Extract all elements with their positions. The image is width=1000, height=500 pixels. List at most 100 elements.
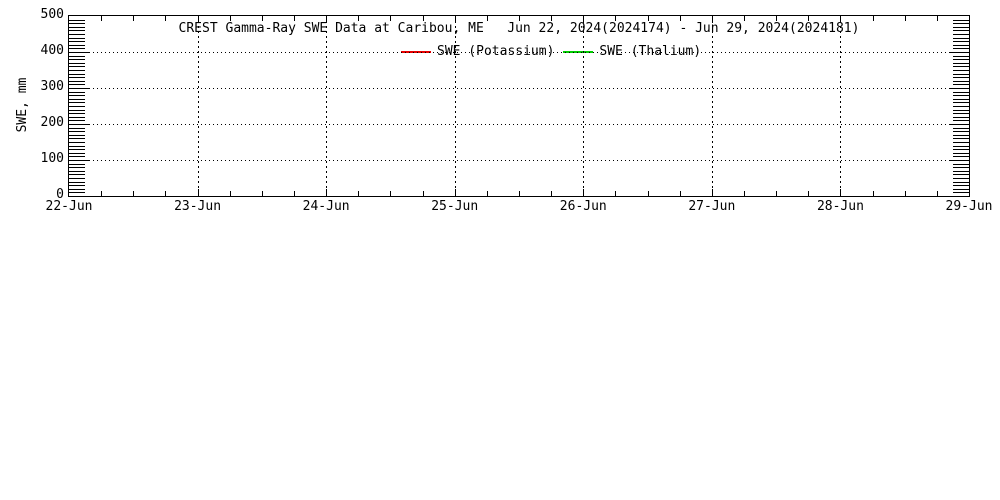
y-tick xyxy=(953,138,969,140)
y-tick xyxy=(69,98,85,100)
x-tick xyxy=(358,16,360,21)
y-tick xyxy=(953,62,969,64)
y-tick xyxy=(69,145,85,147)
y-tick xyxy=(953,178,969,179)
y-tick xyxy=(953,19,969,21)
y-tick xyxy=(69,30,85,32)
y-tick xyxy=(953,145,969,147)
x-tick xyxy=(519,191,520,196)
y-tick xyxy=(953,106,969,107)
x-gridline xyxy=(197,16,199,196)
y-tick xyxy=(69,109,85,111)
y-tick xyxy=(69,113,85,115)
y-gridline xyxy=(69,124,969,125)
x-tick xyxy=(358,191,360,196)
x-tick xyxy=(326,16,328,23)
y-tick xyxy=(949,124,969,125)
y-tick xyxy=(949,88,969,89)
y-tick xyxy=(949,52,969,53)
legend-label-thalium: SWE (Thalium) xyxy=(599,44,702,59)
x-tick xyxy=(101,16,103,21)
y-tick xyxy=(69,91,85,93)
y-tick xyxy=(69,185,85,187)
x-tick xyxy=(744,191,745,196)
y-tick xyxy=(69,88,89,89)
y-tick xyxy=(69,44,85,46)
x-tick xyxy=(679,16,681,21)
y-tick xyxy=(953,80,969,82)
y-tick xyxy=(953,131,969,133)
x-tick-label: 28-Jun xyxy=(816,199,864,214)
x-tick xyxy=(326,189,328,196)
y-tick xyxy=(953,181,969,183)
y-tick xyxy=(953,134,969,136)
y-tick xyxy=(953,73,969,75)
y-tick xyxy=(69,77,85,79)
x-tick xyxy=(776,16,778,21)
x-tick xyxy=(101,191,103,196)
x-tick xyxy=(711,189,713,196)
y-tick xyxy=(69,152,85,154)
y-tick xyxy=(69,95,85,97)
y-tick xyxy=(69,188,85,190)
x-tick xyxy=(133,191,135,196)
x-tick-label: 23-Jun xyxy=(174,199,222,214)
y-tick xyxy=(953,170,969,172)
x-tick xyxy=(808,16,810,21)
x-tick xyxy=(679,191,681,196)
x-tick xyxy=(936,16,938,21)
x-tick xyxy=(711,16,713,23)
x-tick xyxy=(390,191,392,196)
plot-area: SWE (Potassium) SWE (Thalium) xyxy=(68,15,970,197)
x-tick xyxy=(165,16,167,21)
y-tick-label: 300 xyxy=(40,79,64,94)
y-tick xyxy=(953,41,969,43)
y-tick xyxy=(953,167,969,169)
y-tick xyxy=(69,41,85,43)
y-tick xyxy=(953,48,969,50)
x-tick xyxy=(261,16,263,21)
x-tick xyxy=(551,191,553,196)
y-tick xyxy=(953,174,969,176)
y-tick xyxy=(953,116,969,118)
y-tick xyxy=(953,149,969,151)
x-tick xyxy=(519,16,520,21)
y-tick xyxy=(69,55,85,57)
x-tick xyxy=(872,191,874,196)
y-gridline xyxy=(69,52,969,53)
x-gridline xyxy=(840,16,842,196)
y-tick xyxy=(953,23,969,25)
y-gridline xyxy=(69,160,969,161)
y-tick xyxy=(69,163,85,165)
y-tick xyxy=(953,59,969,61)
y-tick xyxy=(69,66,85,68)
y-tick xyxy=(69,131,85,133)
y-tick xyxy=(69,192,85,194)
y-tick xyxy=(953,26,969,28)
y-tick xyxy=(953,152,969,154)
y-tick xyxy=(69,59,85,61)
y-tick xyxy=(69,19,85,21)
y-tick xyxy=(69,26,85,28)
y-tick-label: 500 xyxy=(40,7,64,22)
x-tick xyxy=(904,16,906,21)
y-tick xyxy=(69,178,85,179)
y-tick xyxy=(953,109,969,111)
y-tick xyxy=(69,181,85,183)
x-tick xyxy=(647,16,649,21)
y-tick xyxy=(69,102,85,104)
y-tick xyxy=(69,116,85,118)
y-tick xyxy=(69,149,85,151)
y-tick xyxy=(953,142,969,143)
x-tick xyxy=(165,191,167,196)
y-tick xyxy=(69,84,85,86)
y-tick xyxy=(69,127,85,129)
x-tick xyxy=(776,191,778,196)
y-tick xyxy=(69,62,85,64)
chart-title: CREST Gamma-Ray SWE Data at Caribou, ME … xyxy=(178,21,860,36)
y-tick xyxy=(69,37,85,39)
x-tick xyxy=(583,189,585,196)
y-tick xyxy=(953,44,969,46)
x-tick xyxy=(197,189,199,196)
